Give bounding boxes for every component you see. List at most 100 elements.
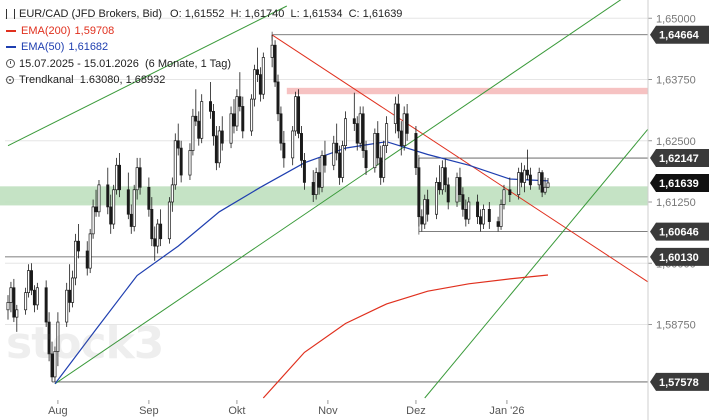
- candle: [191, 108, 195, 156]
- candle-body-down: [282, 142, 286, 159]
- candle-body-up: [481, 209, 485, 225]
- candle-body-up: [167, 201, 171, 240]
- candle-body-up: [261, 57, 265, 95]
- candle-body-down: [414, 133, 418, 169]
- candle-body-down: [461, 194, 465, 210]
- channel-upper-line: [7, 5, 288, 147]
- candle: [200, 94, 204, 144]
- candle: [282, 130, 286, 168]
- candle: [376, 121, 380, 166]
- candle: [476, 194, 480, 225]
- price-tag-bg: [650, 247, 709, 266]
- candle: [150, 197, 154, 247]
- candle: [194, 89, 198, 127]
- candle: [176, 123, 180, 156]
- candle-body-up: [253, 69, 257, 100]
- candle-body-up: [344, 118, 347, 146]
- x-tick-label: Dez: [406, 405, 426, 417]
- price-tag: 1,61639: [650, 173, 709, 192]
- chart-legend: EUR/CAD (JFD Brokers, Bid) O: 1,61552 H:…: [6, 6, 402, 89]
- price-tag: 1,57578: [650, 372, 709, 391]
- candle-body-up: [393, 103, 397, 124]
- candle-body-up: [499, 204, 503, 227]
- candle: [209, 81, 212, 119]
- candle: [241, 96, 245, 139]
- candle-body-down: [94, 206, 98, 213]
- candle: [12, 278, 16, 323]
- candle-body-down: [443, 167, 447, 186]
- candle: [112, 184, 116, 229]
- candle: [320, 150, 324, 193]
- candle-body-down: [29, 270, 33, 291]
- channel-lower-line: [424, 128, 649, 399]
- candle: [253, 64, 257, 107]
- candle-body-down: [297, 96, 301, 134]
- candle: [355, 116, 359, 151]
- price-tag: 1,60130: [650, 247, 709, 266]
- candle-body-down: [399, 130, 403, 146]
- candle: [214, 126, 218, 171]
- candle-body-up: [53, 351, 57, 378]
- candle: [27, 264, 31, 298]
- legend-ema50-row[interactable]: EMA(50) 1,61682: [6, 39, 402, 56]
- candle-body-up: [358, 113, 362, 144]
- candle-body-up: [6, 302, 10, 311]
- candle: [153, 226, 157, 261]
- candle-body-down: [396, 103, 400, 132]
- candle: [335, 123, 339, 161]
- candle: [32, 285, 36, 313]
- resistance-zone: [286, 87, 648, 95]
- candle: [197, 111, 201, 146]
- candle-body-down: [405, 113, 409, 134]
- price-tags: 1,64664 1,62147 1,61639 1,60646 1,60130 1,575…: [650, 25, 709, 391]
- candle: [6, 295, 10, 320]
- candle: [297, 89, 301, 139]
- watermark-logo: stock3: [6, 318, 164, 369]
- candle: [68, 264, 72, 313]
- candle: [361, 106, 365, 158]
- candle: [426, 189, 430, 222]
- candle: [170, 177, 174, 212]
- candle: [344, 111, 347, 151]
- candle-body-down: [376, 133, 380, 159]
- candle-body-up: [373, 133, 377, 169]
- candle-body-up: [385, 123, 389, 146]
- candle-body-down: [214, 135, 218, 164]
- candle-body-down: [323, 155, 327, 166]
- candle-body-up: [537, 172, 541, 186]
- candle-body-down: [44, 287, 48, 323]
- candle: [373, 128, 377, 173]
- candle: [402, 106, 406, 151]
- candle: [76, 224, 80, 259]
- legend-ema200-row[interactable]: EMA(200) 1,59708: [6, 23, 402, 40]
- candle: [317, 157, 321, 195]
- candle: [358, 106, 362, 149]
- candle-body-down: [109, 206, 113, 225]
- candle-body-down: [85, 250, 89, 269]
- downtrend-line: [271, 34, 649, 283]
- price-tag-bg: [650, 173, 709, 192]
- x-axis: Aug Sep Okt Nov Dez Jan '26: [48, 400, 524, 417]
- candle: [88, 228, 92, 274]
- candle-body-down: [458, 177, 462, 195]
- candle: [232, 99, 236, 134]
- candle-body-down: [150, 209, 154, 240]
- candle-body-down: [479, 216, 482, 225]
- candle: [276, 74, 280, 122]
- candle-body-up: [56, 321, 60, 352]
- y-tick-label: 1,58750: [656, 320, 696, 332]
- candle: [229, 106, 233, 149]
- candle-body-down: [50, 353, 54, 378]
- candle-body-down: [476, 201, 480, 218]
- candle: [126, 172, 130, 220]
- candle: [399, 121, 403, 156]
- legend-channel-row[interactable]: Trendkanal 1.63080, 1.68932: [6, 72, 402, 89]
- candle: [543, 177, 547, 195]
- candle: [173, 133, 177, 190]
- y-axis: 1,587501,600001,612501,625001,637501,650…: [647, 0, 696, 420]
- candle-body-up: [517, 172, 521, 196]
- candle-body-up: [294, 96, 298, 132]
- candle-body-down: [508, 189, 512, 196]
- candle-body-up: [88, 233, 92, 269]
